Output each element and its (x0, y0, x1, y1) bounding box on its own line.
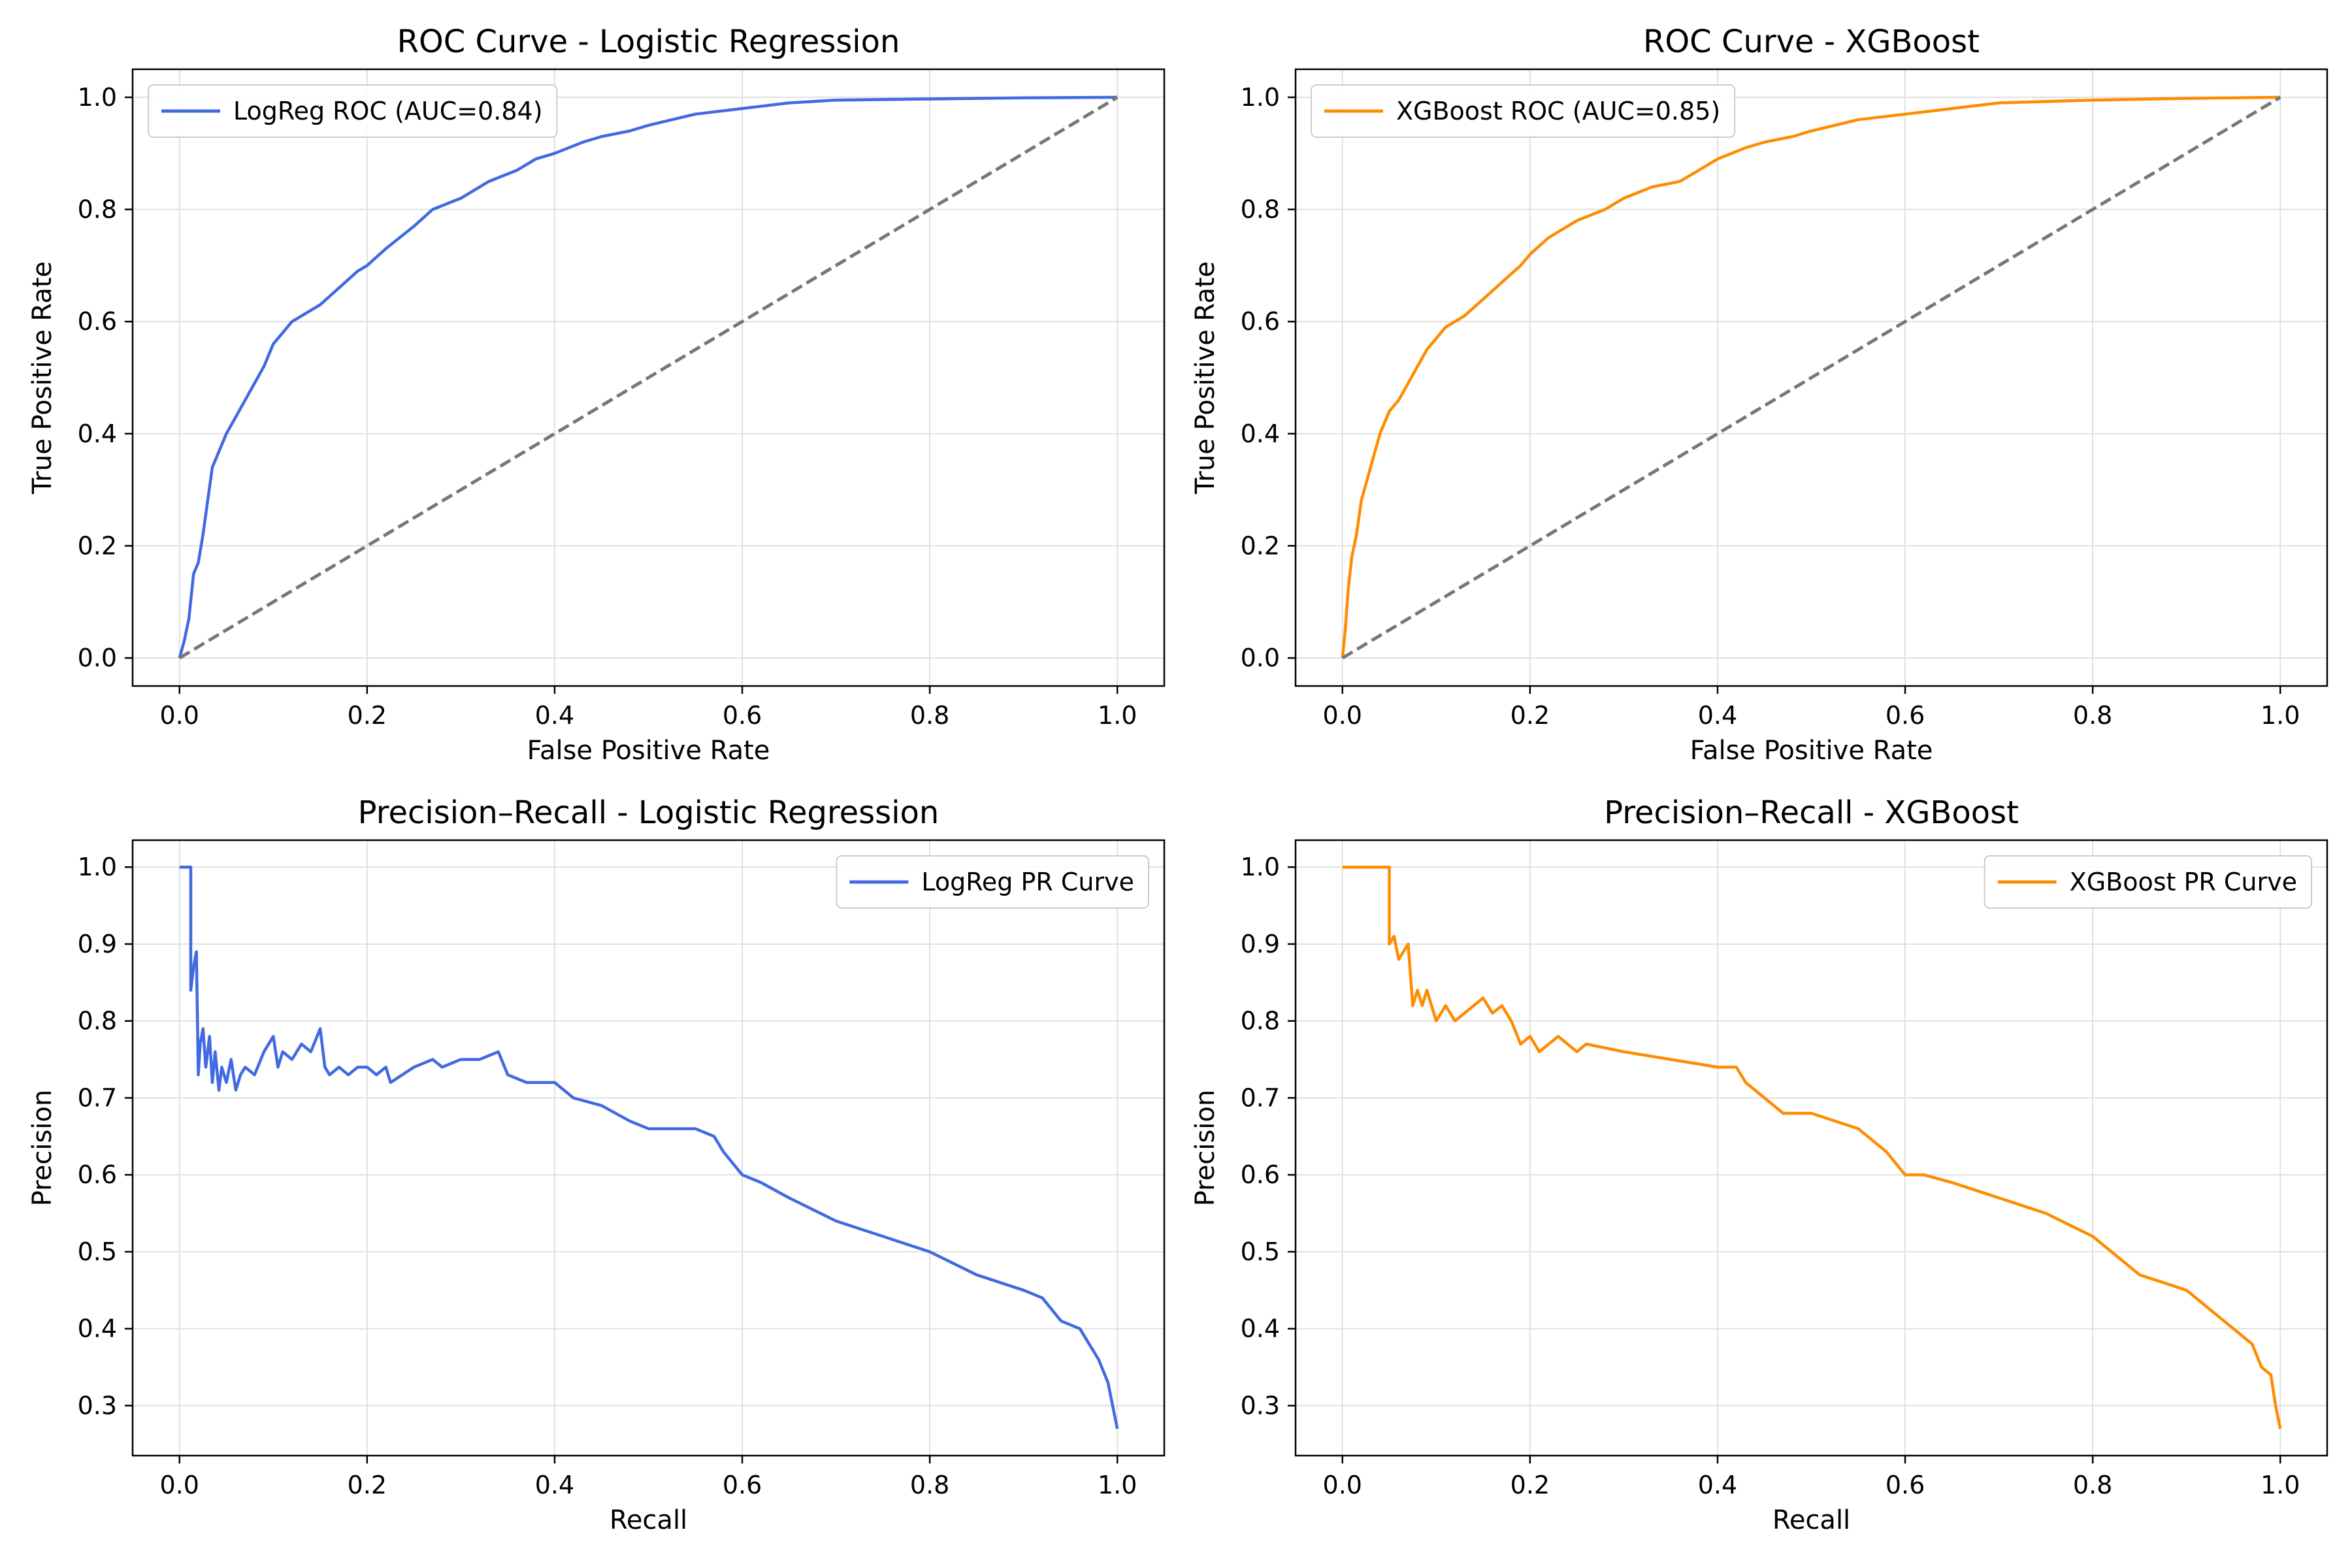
y-axis-label: Precision (1190, 1090, 1220, 1206)
y-tick-label: 1.0 (1241, 853, 1280, 881)
series-line-1 (178, 95, 1118, 659)
legend: XGBoost ROC (AUC=0.85) (1311, 84, 1736, 138)
x-tick-label: 0.4 (1698, 1471, 1737, 1499)
y-tick-label: 0.9 (1241, 930, 1280, 958)
x-axis-label: Recall (1772, 1505, 1850, 1535)
axes-frame (1294, 839, 2328, 1457)
y-tick-label: 0.3 (78, 1391, 117, 1420)
y-tick-label: 0.6 (78, 1160, 117, 1189)
y-tick-label: 0.8 (78, 195, 117, 224)
x-tick-label: 0.6 (1886, 1471, 1925, 1499)
legend-box (148, 84, 558, 138)
y-tick-label: 0.6 (1241, 1160, 1280, 1189)
x-axis-label: False Positive Rate (527, 736, 770, 766)
y-tick-label: 0.8 (78, 1007, 117, 1036)
x-tick-label: 0.0 (160, 1471, 199, 1499)
series-line-1 (179, 865, 1119, 1429)
axes-frame (131, 839, 1166, 1457)
chart-title: Precision–Recall - Logistic Regression (358, 794, 939, 831)
y-tick-label: 0.0 (78, 644, 117, 672)
legend-label: XGBoost ROC (AUC=0.85) (1396, 97, 1720, 125)
x-tick-label: 0.2 (1511, 1471, 1550, 1499)
x-tick-label: 0.4 (535, 701, 574, 730)
y-tick-label: 1.0 (1241, 83, 1280, 112)
legend-label: LogReg PR Curve (921, 868, 1134, 896)
x-tick-label: 0.4 (1698, 701, 1737, 730)
y-tick-label: 1.0 (78, 83, 117, 112)
y-tick-label: 0.5 (78, 1237, 117, 1266)
x-tick-label: 0.6 (723, 701, 762, 730)
y-tick-label: 0.6 (78, 307, 117, 336)
series-line-1 (1341, 95, 2281, 659)
legend: LogReg PR Curve (836, 855, 1149, 909)
chart-panel-1: 0.0 0.2 0.4 0.6 0.8 1.0 0.0 0.2 0.4 0.6 0.8 1.0 ROC … (27, 24, 1166, 766)
legend: LogReg ROC (AUC=0.84) (148, 84, 558, 138)
axes-frame (1294, 68, 2328, 687)
y-tick-label: 0.7 (78, 1083, 117, 1112)
x-tick-label: 0.8 (910, 701, 949, 730)
y-tick-label: 0.9 (78, 930, 117, 958)
x-axis-label: Recall (610, 1505, 687, 1535)
y-axis-label: True Positive Rate (1190, 261, 1220, 495)
y-tick-label: 0.6 (1241, 307, 1280, 336)
chart-panel-3: 0.0 0.2 0.4 0.6 0.8 1.0 0.3 0.4 0.5 0.6 0.7 0.8 0.9 1… (27, 794, 1166, 1535)
y-tick-label: 0.4 (1241, 419, 1280, 448)
chance-diagonal-line (178, 95, 1119, 660)
x-tick-label: 1.0 (2261, 701, 2300, 730)
legend-label: LogReg ROC (AUC=0.84) (233, 97, 543, 125)
x-tick-label: 0.4 (535, 1471, 574, 1499)
x-tick-label: 0.2 (348, 701, 387, 730)
y-tick-label: 0.7 (1241, 1083, 1280, 1112)
x-tick-label: 1.0 (1098, 1471, 1137, 1499)
x-tick-label: 0.6 (723, 1471, 762, 1499)
chart-panel-2: 0.0 0.2 0.4 0.6 0.8 1.0 0.0 0.2 0.4 0.6 0.8 1.0 ROC … (1190, 24, 2328, 766)
x-tick-label: 0.0 (1323, 1471, 1362, 1499)
chart-title: ROC Curve - XGBoost (1643, 24, 1980, 60)
y-tick-label: 0.4 (1241, 1315, 1280, 1343)
axes-frame (131, 68, 1166, 687)
y-tick-label: 0.3 (1241, 1391, 1280, 1420)
x-axis-label: False Positive Rate (1690, 736, 1933, 766)
x-tick-label: 0.2 (348, 1471, 387, 1499)
x-tick-label: 1.0 (1098, 701, 1137, 730)
x-tick-label: 0.8 (2073, 701, 2112, 730)
legend: XGBoost PR Curve (1984, 855, 2312, 909)
x-tick-label: 0.8 (2073, 1471, 2112, 1499)
chart-panel-4: 0.0 0.2 0.4 0.6 0.8 1.0 0.3 0.4 0.5 0.6 0.7 0.8 0.9 1… (1190, 794, 2328, 1535)
chance-diagonal-line (1341, 95, 2281, 660)
y-tick-label: 1.0 (78, 853, 117, 881)
x-tick-label: 0.8 (910, 1471, 949, 1499)
series-line-1 (1342, 865, 2282, 1429)
x-tick-label: 0.0 (160, 701, 199, 730)
y-tick-label: 0.4 (78, 1315, 117, 1343)
x-tick-label: 0.2 (1511, 701, 1550, 730)
legend-label: XGBoost PR Curve (2070, 868, 2297, 896)
y-tick-label: 0.4 (78, 419, 117, 448)
y-tick-label: 0.2 (1241, 531, 1280, 560)
y-tick-label: 0.5 (1241, 1237, 1280, 1266)
y-tick-label: 0.8 (1241, 195, 1280, 224)
y-tick-label: 0.8 (1241, 1007, 1280, 1036)
x-tick-label: 0.0 (1323, 701, 1362, 730)
legend-box (1311, 84, 1736, 138)
y-axis-label: Precision (27, 1090, 57, 1206)
legend-box (836, 855, 1149, 909)
chart-title: ROC Curve - Logistic Regression (397, 24, 900, 60)
x-tick-label: 0.6 (1886, 701, 1925, 730)
y-tick-label: 0.2 (78, 531, 117, 560)
legend-box (1984, 855, 2312, 909)
chart-title: Precision–Recall - XGBoost (1604, 794, 2019, 831)
y-axis-label: True Positive Rate (27, 261, 57, 495)
x-tick-label: 1.0 (2261, 1471, 2300, 1499)
y-tick-label: 0.0 (1241, 644, 1280, 672)
